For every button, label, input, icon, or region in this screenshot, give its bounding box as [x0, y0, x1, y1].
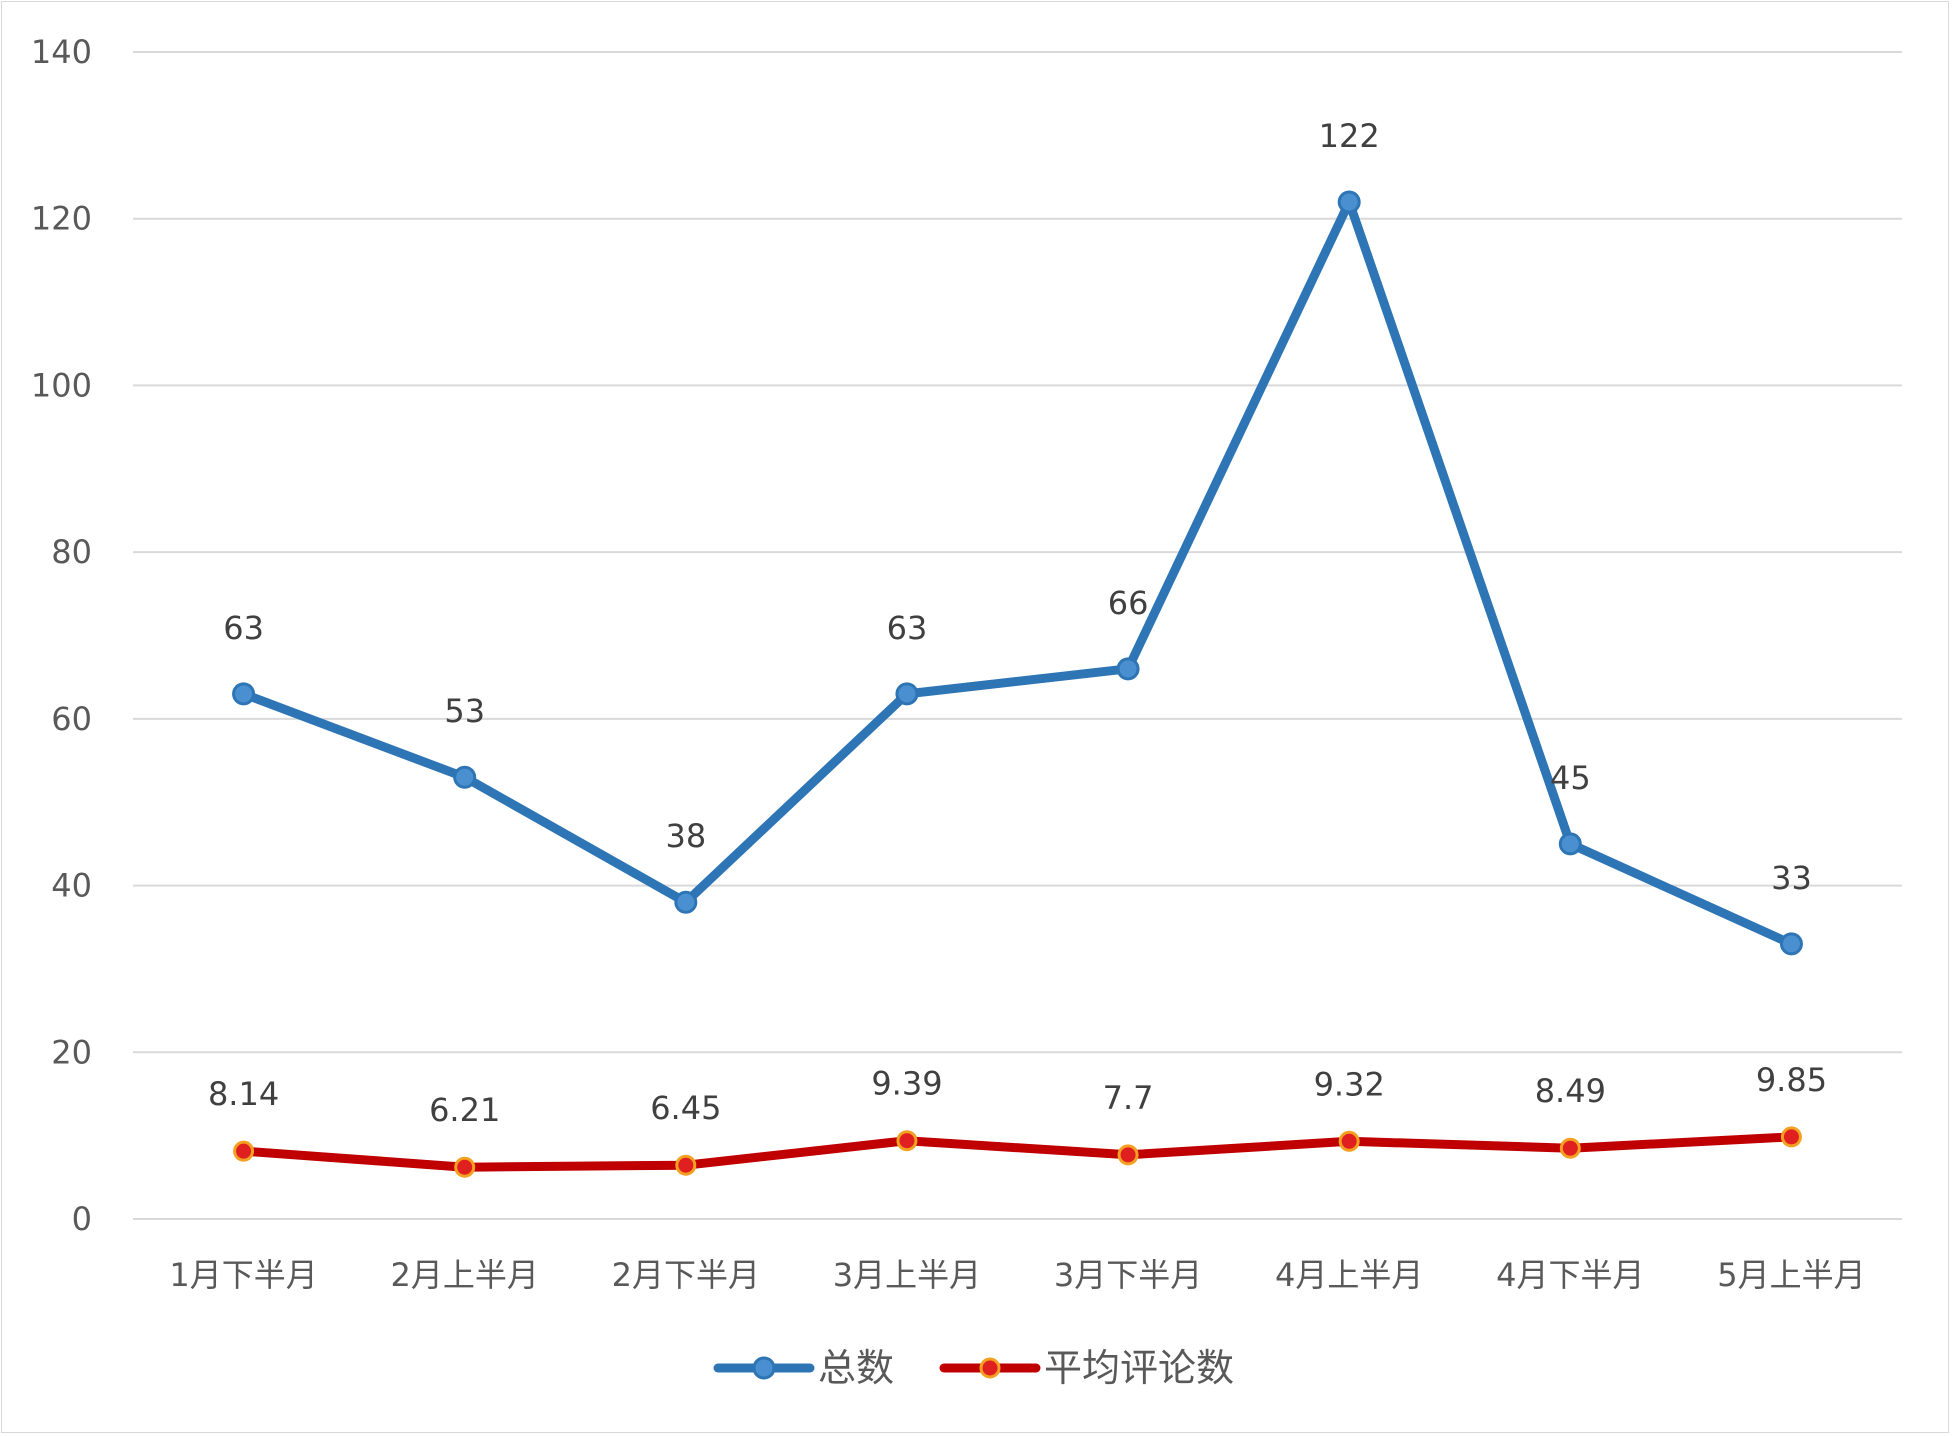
x-tick-label: 5月上半月	[1717, 1256, 1865, 1294]
legend-label-1: 平均评论数	[1044, 1346, 1234, 1390]
data-label: 9.32	[1314, 1065, 1385, 1103]
series-0-point	[1337, 190, 1361, 214]
x-tick-label: 3月上半月	[833, 1256, 981, 1294]
y-tick-label: 20	[51, 1033, 92, 1071]
gridlines	[133, 51, 1902, 1220]
x-tick-label: 1月下半月	[169, 1256, 317, 1294]
series-1-point	[675, 1154, 697, 1176]
series-1-point	[233, 1140, 255, 1162]
data-label: 53	[444, 692, 485, 730]
y-tick-label: 80	[51, 533, 92, 571]
y-tick-label: 100	[31, 366, 92, 404]
data-label: 45	[1550, 759, 1591, 797]
legend-label-0: 总数	[818, 1346, 894, 1390]
data-label: 9.85	[1756, 1061, 1827, 1099]
y-tick-label: 120	[31, 200, 92, 238]
x-tick-label: 4月上半月	[1275, 1256, 1423, 1294]
y-tick-label: 0	[72, 1200, 92, 1238]
data-label: 8.49	[1535, 1072, 1606, 1110]
series-0-point	[1116, 657, 1140, 681]
legend-marker-0	[752, 1356, 776, 1380]
series-1-point	[1559, 1137, 1581, 1159]
data-label: 63	[223, 609, 264, 647]
series-0-point	[895, 682, 919, 706]
data-label: 63	[887, 609, 928, 647]
x-tick-label: 3月下半月	[1054, 1256, 1202, 1294]
series-group	[232, 190, 1803, 1178]
series-0-point	[1558, 832, 1582, 856]
x-tick-label: 4月下半月	[1496, 1256, 1644, 1294]
series-1-point	[454, 1156, 476, 1178]
x-tick-label: 2月上半月	[391, 1256, 539, 1294]
data-label: 38	[665, 817, 706, 855]
series-1-point	[1780, 1126, 1802, 1148]
data-label: 66	[1108, 584, 1149, 622]
data-label: 6.21	[429, 1091, 500, 1129]
data-label: 122	[1319, 117, 1380, 155]
legend: 总数 平均评论数	[713, 1346, 1234, 1390]
series-line-1	[239, 1132, 1796, 1172]
y-tick-label: 60	[51, 700, 92, 738]
legend-marker-1	[979, 1357, 1001, 1379]
series-1-point	[1338, 1130, 1360, 1152]
y-tick-label: 40	[51, 867, 92, 905]
series-line-0	[239, 197, 1796, 949]
x-axis-ticks: 1月下半月 2月上半月 2月下半月 3月上半月 3月下半月 4月上半月 4月下半月 5月上半月	[169, 1256, 1865, 1294]
series-0-point	[453, 765, 477, 789]
data-label: 8.14	[208, 1075, 279, 1113]
data-label: 7.7	[1103, 1079, 1154, 1117]
series-1-point	[896, 1130, 918, 1152]
y-tick-label: 140	[31, 33, 92, 71]
series-0-point	[1779, 932, 1803, 956]
data-label: 33	[1771, 859, 1812, 897]
data-label: 9.39	[871, 1065, 942, 1103]
series-0-point	[674, 890, 698, 914]
x-tick-label: 2月下半月	[612, 1256, 760, 1294]
series-0-point	[232, 682, 256, 706]
data-label: 6.45	[650, 1089, 721, 1127]
y-axis-ticks: 0 20 40 60 80 100 120 140	[31, 33, 92, 1238]
series-1-point	[1117, 1144, 1139, 1166]
data-labels: 63 53 38 63 66 122 45 33 8.14 6.21 6.45 9.39 7.7 9.32…	[208, 117, 1827, 1129]
